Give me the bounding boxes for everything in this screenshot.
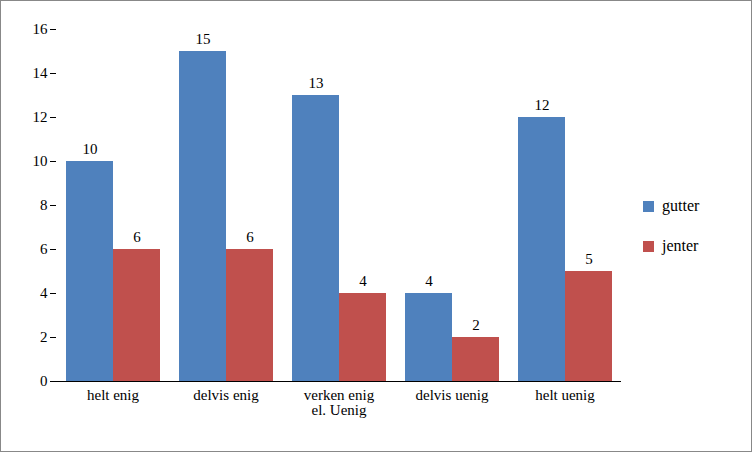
html-text:gutter: gutter [662, 197, 700, 214]
svg-text:15: 15 [196, 31, 211, 47]
svg-text:6: 6 [246, 229, 254, 245]
svg-text:2: 2 [472, 317, 480, 333]
svg-text:12: 12 [535, 97, 550, 113]
svg-text:4: 4 [425, 273, 433, 289]
svg-text:helt uenig: helt uenig [535, 387, 595, 403]
svg-text:10: 10 [33, 153, 48, 169]
svg-text:0: 0 [40, 373, 48, 389]
svg-text:16: 16 [33, 21, 49, 37]
svg-text:4: 4 [359, 273, 367, 289]
svg-text:6: 6 [133, 229, 141, 245]
svg-text:2: 2 [40, 329, 48, 345]
svg-text:delvis enig: delvis enig [193, 387, 259, 403]
svg-text:helt enig: helt enig [87, 387, 140, 403]
svg-text:5: 5 [585, 251, 593, 267]
svg-text:12: 12 [33, 109, 48, 125]
svg-text:4: 4 [40, 285, 48, 301]
svg-text:delvis uenig: delvis uenig [416, 387, 489, 403]
svg-text:8: 8 [40, 197, 48, 213]
svg-text:verken enigel. Uenig: verken enigel. Uenig [304, 387, 375, 418]
svg-text:6: 6 [40, 241, 48, 257]
html-text:jenter: jenter [662, 237, 699, 254]
svg-text:10: 10 [83, 141, 98, 157]
svg-text:14: 14 [33, 65, 49, 81]
svg-text:13: 13 [309, 75, 324, 91]
